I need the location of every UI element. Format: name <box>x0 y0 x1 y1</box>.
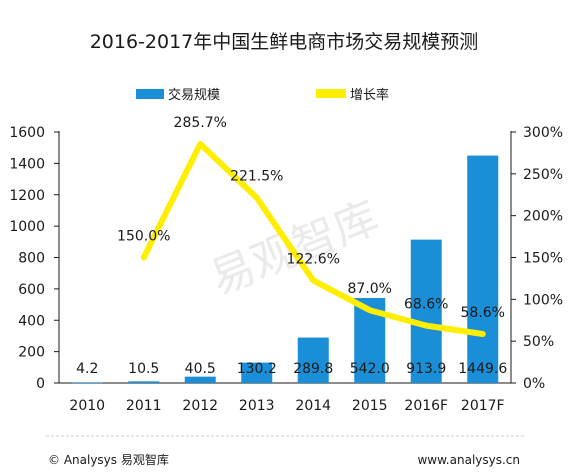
y-tick-label-left: 1600 <box>9 125 45 141</box>
x-tick-label: 2016F <box>404 398 448 414</box>
growth-data-label: 58.6% <box>461 305 505 321</box>
y-tick-label-right: 50% <box>523 334 554 350</box>
bar <box>71 382 103 384</box>
bar <box>184 376 216 383</box>
bar-data-label: 40.5 <box>185 361 216 377</box>
legend-label-line: 增长率 <box>350 87 389 103</box>
legend-label-bar: 交易规模 <box>168 87 220 103</box>
y-tick-label-right: 250% <box>523 167 563 183</box>
growth-line <box>140 140 486 337</box>
growth-data-label: 221.5% <box>230 169 283 185</box>
growth-data-label: 150.0% <box>117 229 170 245</box>
y-tick-label-right: 200% <box>523 209 563 225</box>
y-tick-label-right: 150% <box>523 251 563 267</box>
bar-data-label: 10.5 <box>128 361 159 377</box>
y-tick-label-left: 1000 <box>9 219 45 235</box>
y-tick-label-left: 400 <box>18 313 45 329</box>
bar <box>241 362 273 383</box>
bar <box>410 239 442 383</box>
bar-data-label: 913.9 <box>406 361 446 377</box>
legend: 交易规模 增长率 <box>136 87 389 103</box>
bar-data-label: 1449.6 <box>458 361 507 377</box>
chart-title: 2016-2017年中国生鲜电商市场交易规模预测 <box>90 31 479 53</box>
legend-swatch-bar <box>136 89 164 99</box>
x-tick-label: 2011 <box>126 398 162 414</box>
x-tick-labels: 2010 2011 2012 2013 2014 2015 2016F 2017F <box>69 398 504 414</box>
x-tick-label: 2010 <box>69 398 105 414</box>
y-tick-label-left: 800 <box>18 251 45 267</box>
y-tick-label-left: 0 <box>36 376 45 392</box>
footer-copyright: © Analysys 易观智库 <box>48 452 169 467</box>
x-tick-label: 2014 <box>295 398 331 414</box>
y-ticks-right: 0% 50% 100% 150% 200% 250% 300% <box>511 125 563 392</box>
y-tick-label-left: 600 <box>18 282 45 298</box>
bar <box>128 381 160 383</box>
y-tick-label-right: 300% <box>523 125 563 141</box>
y-ticks-left: 0 200 400 600 800 1000 1200 1400 1600 <box>9 125 59 392</box>
y-tick-label-right: 0% <box>523 376 545 392</box>
x-tick-label: 2013 <box>239 398 275 414</box>
growth-data-labels: 150.0% 285.7% 221.5% 122.6% 87.0% 68.6% 58.6% <box>117 115 505 321</box>
y-tick-label-left: 1200 <box>9 188 45 204</box>
bar <box>467 155 499 383</box>
x-tick-label: 2012 <box>182 398 218 414</box>
growth-data-label: 87.0% <box>348 281 392 297</box>
bar-data-label: 4.2 <box>76 361 98 377</box>
x-tick-label: 2017F <box>461 398 505 414</box>
legend-swatch-line <box>316 89 346 98</box>
growth-line-path <box>140 140 486 337</box>
growth-data-label: 122.6% <box>287 251 340 267</box>
y-tick-label-left: 200 <box>18 345 45 361</box>
bar-data-label: 542.0 <box>350 361 390 377</box>
x-tick-label: 2015 <box>352 398 388 414</box>
y-tick-label-left: 1400 <box>9 156 45 172</box>
bar-data-labels: 4.2 10.5 40.5 130.2 289.8 542.0 913.9 1449.6 <box>76 361 507 377</box>
bar <box>297 337 329 383</box>
growth-data-label: 68.6% <box>404 297 448 313</box>
bar-data-label: 289.8 <box>293 361 333 377</box>
growth-data-label: 285.7% <box>174 115 227 131</box>
y-tick-label-right: 100% <box>523 292 563 308</box>
bar-data-label: 130.2 <box>237 361 277 377</box>
footer-url: www.analysys.cn <box>417 453 520 467</box>
